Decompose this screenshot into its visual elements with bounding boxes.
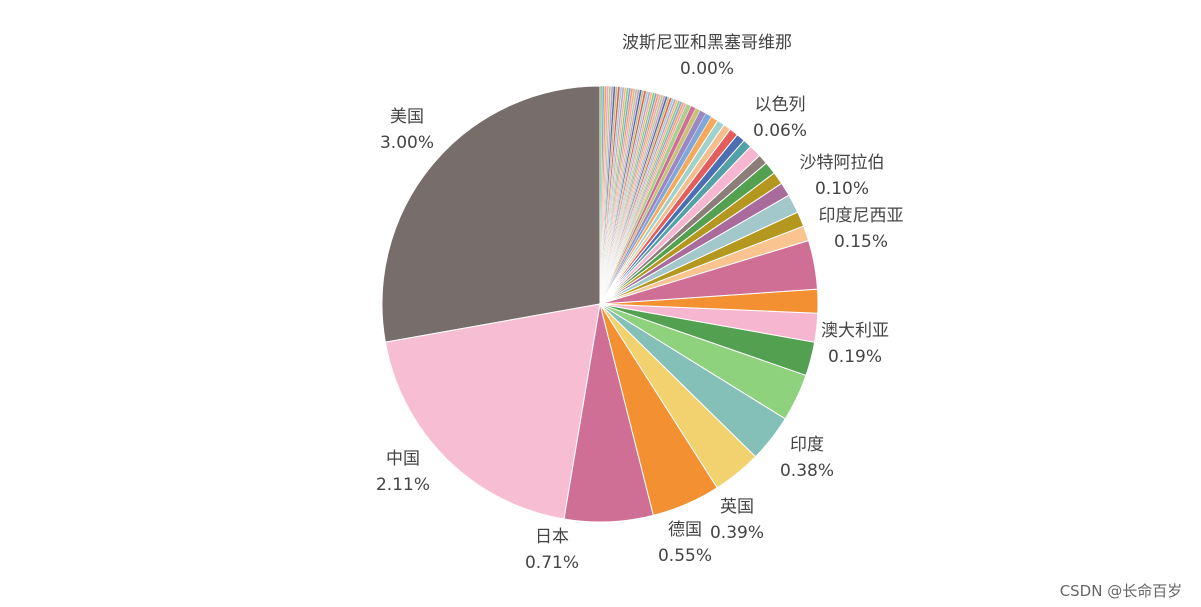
pie-slice-美国 (381, 85, 601, 343)
label-israel: 以色列 0.06% (744, 92, 816, 144)
label-israel-name: 以色列 (754, 95, 806, 115)
label-australia-name: 澳大利亚 (821, 321, 889, 341)
label-indonesia-pct: 0.15% (833, 232, 888, 252)
label-japan-pct: 0.71% (524, 553, 579, 573)
label-uk-name: 英国 (720, 497, 754, 517)
label-usa: 美国 3.00% (372, 104, 442, 156)
label-bosnia: 波斯尼亚和黑塞哥维那 0.00% (604, 30, 810, 82)
label-china-pct: 2.11% (375, 475, 430, 495)
label-australia: 澳大利亚 0.19% (814, 318, 896, 370)
label-australia-pct: 0.19% (827, 347, 882, 367)
pie-slice-中国 (384, 303, 601, 520)
label-israel-pct: 0.06% (752, 121, 807, 141)
label-saudi: 沙特阿拉伯 0.10% (794, 150, 890, 202)
label-saudi-pct: 0.10% (814, 179, 869, 199)
label-indonesia-name: 印度尼西亚 (818, 206, 904, 226)
label-usa-name: 美国 (390, 107, 424, 127)
label-japan: 日本 0.71% (517, 524, 587, 576)
pie-slice-69 (599, 85, 603, 305)
label-uk: 英国 0.39% (702, 494, 772, 546)
label-china-name: 中国 (386, 449, 420, 469)
pie-slices (381, 85, 819, 523)
label-india-name: 印度 (790, 435, 824, 455)
watermark: CSDN @长命百岁 ︎ (1059, 582, 1187, 600)
label-germany: 德国 0.55% (650, 517, 720, 569)
label-japan-name: 日本 (535, 527, 569, 547)
label-india-pct: 0.38% (779, 461, 834, 481)
label-china: 中国 2.11% (368, 446, 438, 498)
label-usa-pct: 3.00% (379, 133, 434, 153)
label-bosnia-name: 波斯尼亚和黑塞哥维那 (622, 33, 792, 53)
label-india: 印度 0.38% (772, 432, 842, 484)
label-uk-pct: 0.39% (709, 523, 764, 543)
label-germany-name: 德国 (668, 520, 702, 540)
label-germany-pct: 0.55% (657, 546, 712, 566)
label-bosnia-pct: 0.00% (679, 59, 734, 79)
label-indonesia: 印度尼西亚 0.15% (812, 203, 910, 255)
label-saudi-name: 沙特阿拉伯 (799, 153, 885, 173)
